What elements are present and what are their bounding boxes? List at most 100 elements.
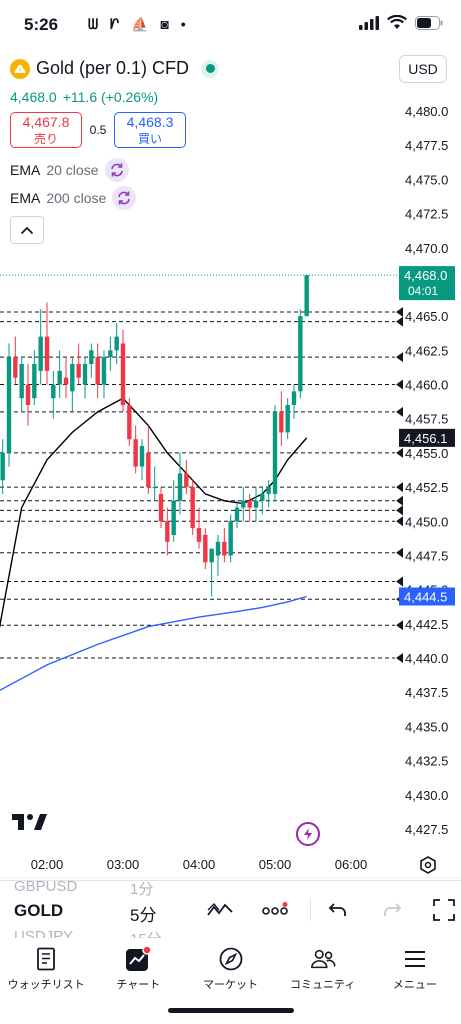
y-tick-label: 4,460.0 — [405, 378, 448, 393]
drawing-tools-icon[interactable] — [206, 897, 234, 923]
chevron-up-icon — [20, 226, 34, 234]
timeframe-next[interactable]: 15分 — [130, 928, 162, 939]
y-tick-label: 4,442.5 — [405, 617, 448, 632]
sync-icon[interactable] — [104, 158, 129, 182]
buy-label: 買い — [137, 131, 162, 146]
y-tick-label: 4,457.5 — [405, 412, 448, 427]
status-app-icons: ᗯ ᗁ ⛵ ◙ • — [88, 16, 190, 32]
price-summary: 4,468.0 +11.6 (+0.26%) — [10, 89, 158, 105]
timeframe-selector[interactable]: 5分 — [130, 906, 157, 925]
x-tick-label: 06:00 — [335, 857, 368, 872]
candle-body — [165, 521, 170, 542]
symbol-header[interactable]: Gold (per 0.1) CFD — [10, 58, 220, 79]
candle-body — [184, 473, 189, 488]
symbol-name[interactable]: Gold (per 0.1) CFD — [36, 58, 190, 78]
candle-body — [247, 500, 252, 508]
buy-button[interactable]: 4,468.3 買い — [114, 112, 186, 148]
y-tick-label: 4,455.0 — [405, 446, 448, 461]
price-level-marker — [396, 406, 403, 417]
candle-body — [38, 336, 43, 371]
redo-icon[interactable] — [378, 897, 406, 923]
timeframe-prev[interactable]: 1分 — [130, 881, 154, 898]
y-tick-label: 4,450.0 — [405, 514, 448, 529]
candle-body — [215, 541, 221, 556]
y-tick-label: 4,440.0 — [405, 651, 448, 666]
candle-body — [196, 528, 202, 542]
y-tick-label: 4,447.5 — [405, 548, 448, 563]
symbol-selector[interactable]: GOLD — [14, 901, 64, 920]
candle-body — [266, 487, 271, 494]
toolbar-divider — [310, 899, 311, 921]
last-price: 4,468.0 — [10, 89, 57, 105]
fullscreen-icon[interactable] — [430, 897, 458, 923]
indicator-params: 20 close — [46, 162, 99, 178]
indicator-ema-20[interactable]: EMA 20 close — [10, 158, 129, 182]
price-level-marker — [396, 576, 403, 587]
indicator-ema-200[interactable]: EMA 200 close — [10, 186, 137, 210]
candle-body — [152, 487, 157, 489]
nav-chart[interactable]: チャート — [92, 938, 184, 1004]
candle-body — [279, 411, 284, 433]
price-level-marker — [396, 482, 403, 493]
candle-body — [89, 350, 94, 365]
nav-watchlist[interactable]: ウォッチリスト — [0, 938, 92, 1004]
ask-price: 4,468.3 — [126, 113, 174, 130]
currency-button[interactable]: USD — [399, 55, 447, 83]
lightning-icon[interactable] — [296, 822, 320, 846]
candle-body — [114, 336, 119, 351]
price-change: +11.6 (+0.26%) — [62, 89, 159, 105]
candle-body — [0, 452, 5, 481]
nav-label: チャート — [116, 979, 161, 991]
current-price-tag — [399, 266, 455, 301]
sell-button[interactable]: 4,467.8 売り — [10, 112, 82, 148]
candle-body — [120, 343, 126, 406]
nav-menu[interactable]: メニュー — [369, 938, 461, 1004]
battery-icon — [415, 15, 443, 30]
candle-body — [51, 384, 56, 399]
price-level-marker — [396, 352, 403, 363]
tradingview-logo — [12, 812, 48, 837]
y-tick-label: 4,452.5 — [405, 480, 448, 495]
candle-body — [260, 493, 265, 501]
indicator-name: EMA — [10, 162, 41, 178]
candle-body — [133, 439, 138, 467]
price-level-marker — [396, 653, 403, 664]
indicator-name: EMA — [10, 190, 41, 206]
symbol-prev[interactable]: GBPUSD — [14, 878, 78, 895]
candle-body — [209, 548, 214, 563]
candle-body — [146, 452, 151, 488]
price-level-marker — [396, 620, 403, 631]
bottom-navigation: ウォッチリスト チャート マーケット コミュニティ メニュー — [0, 938, 461, 1004]
bid-price: 4,467.8 — [22, 113, 70, 130]
x-tick-label: 04:00 — [183, 857, 216, 872]
symbol-next[interactable]: USDJPY — [14, 928, 74, 939]
y-tick-label: 4,475.0 — [405, 172, 448, 187]
indicators-icon[interactable] — [261, 897, 289, 923]
status-bar: 5:26 ᗯ ᗁ ⛵ ◙ • — [0, 0, 461, 48]
sync-icon[interactable] — [112, 186, 137, 210]
ema-200-line — [0, 595, 307, 692]
menu-icon — [402, 946, 428, 972]
candle-body — [241, 500, 246, 508]
y-tick-label: 4,462.5 — [405, 343, 448, 358]
candle-body — [171, 500, 176, 535]
candle-body — [44, 336, 50, 371]
candle-body — [127, 405, 132, 440]
nav-community[interactable]: コミュニティ — [277, 938, 369, 1004]
status-time: 5:26 — [24, 15, 59, 34]
nav-market[interactable]: マーケット — [184, 938, 276, 1004]
candle-body — [13, 357, 18, 378]
candle-body — [6, 357, 12, 453]
y-tick-label: 4,430.0 — [405, 788, 448, 803]
collapse-legend-button[interactable] — [10, 216, 44, 244]
candle-body — [95, 357, 100, 385]
undo-icon[interactable] — [324, 897, 352, 923]
candle-body — [298, 316, 303, 392]
price-level-marker — [396, 516, 403, 527]
price-chart[interactable]: 4,480.0 4,477.5 4,475.0 4,472.5 4,470.0 4,467… — [0, 88, 461, 878]
x-tick-label: 03:00 — [107, 857, 140, 872]
indicator-params: 200 close — [46, 190, 107, 206]
spread-value: 0.5 — [89, 123, 107, 137]
candle-body — [203, 534, 208, 563]
current-price-label: 4,468.0 — [404, 268, 447, 283]
